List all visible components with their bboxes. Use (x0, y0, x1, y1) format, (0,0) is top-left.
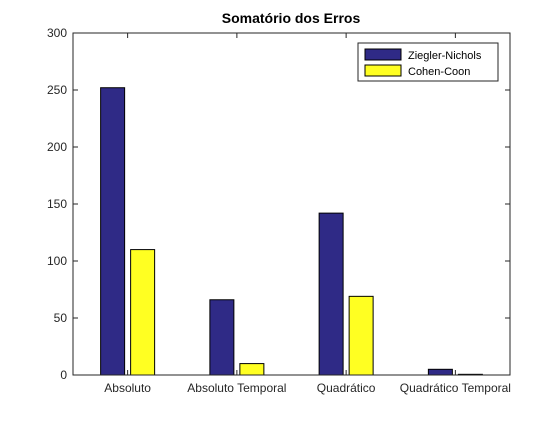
y-tick-label: 100 (47, 254, 67, 268)
legend-swatch (364, 48, 402, 61)
bar-ziegler-nichols-2 (318, 212, 344, 376)
x-tick-label: Absoluto (104, 381, 151, 395)
y-tick-label: 250 (47, 83, 67, 97)
axes-frame (72, 32, 511, 376)
bar-cohen-coon-2 (348, 295, 374, 376)
legend-label: Cohen-Coon (408, 66, 470, 78)
bar-cohen-coon-1 (239, 363, 265, 376)
bar-ziegler-nichols-1 (209, 299, 235, 376)
x-tick-label: Quadrático Temporal (400, 381, 511, 395)
chart-title: Somatório dos Erros (222, 10, 361, 26)
bar-ziegler-nichols-0 (100, 87, 126, 376)
y-tick-label: 150 (47, 197, 67, 211)
y-tick-label: 300 (47, 26, 67, 40)
y-tick-label: 50 (54, 311, 68, 325)
legend-label: Ziegler-Nichols (408, 50, 482, 62)
y-tick-label: 0 (60, 368, 67, 382)
y-tick-label: 200 (47, 140, 67, 154)
x-tick-label: Quadrático (317, 381, 376, 395)
bar-ziegler-nichols-3 (427, 368, 453, 376)
legend-swatch (364, 64, 402, 77)
x-tick-label: Absoluto Temporal (187, 381, 286, 395)
bar-cohen-coon-0 (130, 249, 156, 376)
